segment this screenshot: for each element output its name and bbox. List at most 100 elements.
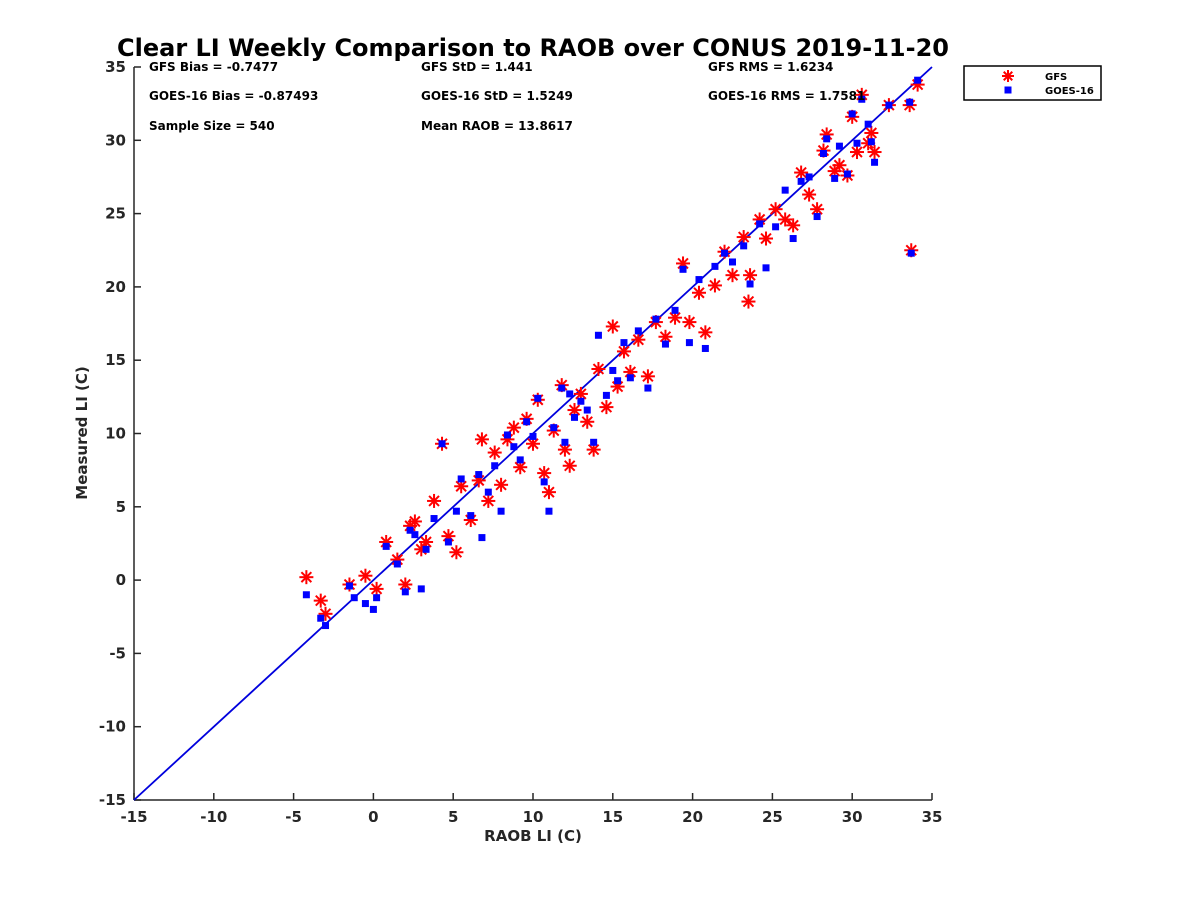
gfs-point [474,432,489,447]
goes16-point [644,384,652,392]
x-tick-label: 0 [368,808,378,826]
goes16-point [797,177,805,185]
goes16-point [907,249,915,257]
x-tick-label: 10 [523,808,544,826]
goes16-point [864,120,872,128]
goes16-point [701,344,709,352]
goes16-point [444,538,452,546]
gfs-point [707,278,722,293]
goes16-point [577,397,585,405]
gfs-point [481,493,496,508]
stat-annotation: GFS StD = 1.441 [421,60,533,74]
gfs-point [743,268,758,283]
y-tick-label: 35 [105,58,126,76]
goes16-point [497,507,505,515]
goes16-point [671,306,679,314]
legend-label: GFS [1045,72,1067,83]
goes16-point [626,374,634,382]
goes16-point [679,265,687,273]
goes16-point [867,138,875,146]
goes16-point [558,384,566,392]
gfs-point [407,514,422,529]
legend-gfs-marker [1002,70,1014,82]
gfs-point [759,231,774,246]
goes16-point [491,462,499,470]
gfs-point [682,315,697,330]
goes16-point [561,438,569,446]
x-tick-label: 35 [922,808,943,826]
gfs-point [864,125,879,140]
goes16-point [516,456,524,464]
gfs-point [698,325,713,340]
goes16-point [369,605,377,613]
goes16-point [695,276,703,284]
gfs-point [487,445,502,460]
y-axis-ticks: -15 -10 -5 0 5 10 15 20 25 30 35 [99,58,141,809]
goes16-point [570,413,578,421]
gfs-point [640,369,655,384]
goes16-point [475,471,483,479]
goes16-point [550,424,558,432]
goes16-point [652,315,660,323]
goes16-point [438,440,446,448]
gfs-point [802,187,817,202]
goes16-point [302,591,310,599]
goes16-point [430,515,438,523]
gfs-point [631,332,646,347]
x-tick-label: 25 [762,808,783,826]
gfs-point [562,458,577,473]
legend-goes16-marker [1004,86,1012,94]
scatter-series [299,76,925,630]
gfs-point [741,294,756,309]
goes16-point [756,220,764,228]
gfs-point [810,202,825,217]
goes16-point [373,594,381,602]
goes16-point [452,507,460,515]
gfs-point [832,158,847,173]
stat-annotation: GFS Bias = -0.7477 [149,60,278,74]
goes16-point [594,331,602,339]
goes16-point [361,600,369,608]
y-tick-label: -5 [109,644,126,662]
gfs-point [537,466,552,481]
gfs-point [580,414,595,429]
goes16-point [478,534,486,542]
goes16-point [602,391,610,399]
y-tick-label: 5 [116,498,126,516]
goes16-point [393,560,401,568]
goes16-point [322,622,330,630]
goes16-point [503,431,511,439]
goes16-point [583,406,591,414]
stat-annotation: Sample Size = 540 [149,119,275,133]
goes16-point [614,377,622,385]
gfs-point [358,568,373,583]
goes16-point [762,264,770,272]
y-tick-label: 25 [105,205,126,223]
gfs-point [867,145,882,160]
goes16-point [685,339,693,347]
stat-annotation: GOES-16 Bias = -0.87493 [149,89,318,103]
goes16-point [858,95,866,103]
stat-annotation: Mean RAOB = 13.8617 [421,119,573,133]
goes16-point [620,339,628,347]
goes16-point [853,139,861,147]
gfs-point [313,593,328,608]
goes16-point [823,135,831,143]
x-tick-label: -5 [285,808,302,826]
stat-annotation: GOES-16 RMS = 1.7581 [708,89,865,103]
goes16-point [345,582,353,590]
gfs-point [768,202,783,217]
x-axis-ticks: -15 -10 -5 0 5 10 15 20 25 30 35 [120,793,942,826]
gfs-point [427,493,442,508]
goes16-point [885,101,893,109]
gfs-point [794,165,809,180]
gfs-point [725,268,740,283]
goes16-point [467,512,475,520]
goes16-point [746,280,754,288]
gfs-point [691,285,706,300]
goes16-point [914,76,922,84]
goes16-point [545,507,553,515]
goes16-point [401,588,409,596]
goes16-point [871,158,879,166]
